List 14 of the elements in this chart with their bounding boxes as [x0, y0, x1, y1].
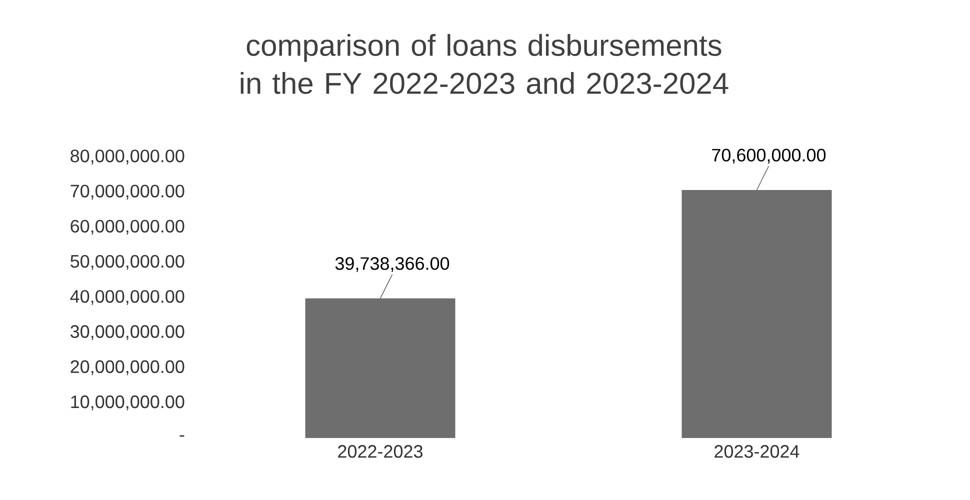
x-tick-label: 2023-2024 — [714, 445, 800, 458]
x-tick-label: 2022-2023 — [338, 445, 422, 458]
y-tick-label: 50,000,000.00 — [70, 254, 184, 270]
y-tick-label: - — [180, 435, 184, 437]
y-tick-label: 80,000,000.00 — [70, 150, 184, 164]
data-label: 70,600,000.00 — [712, 148, 826, 164]
data-label: 39,738,366.00 — [335, 257, 450, 272]
y-tick-label: 10,000,000.00 — [71, 395, 184, 410]
y-tick-label: 40,000,000.00 — [70, 290, 184, 305]
y-tick-label: 60,000,000.00 — [70, 220, 184, 235]
y-tick-label: 20,000,000.00 — [70, 360, 184, 376]
chart-title: comparison of loans disbursements in the FY 2022-2023 and 2023-2024 — [240, 34, 728, 94]
y-tick-label: 70,000,000.00 — [70, 184, 184, 200]
y-tick-label: 30,000,000.00 — [70, 325, 184, 340]
